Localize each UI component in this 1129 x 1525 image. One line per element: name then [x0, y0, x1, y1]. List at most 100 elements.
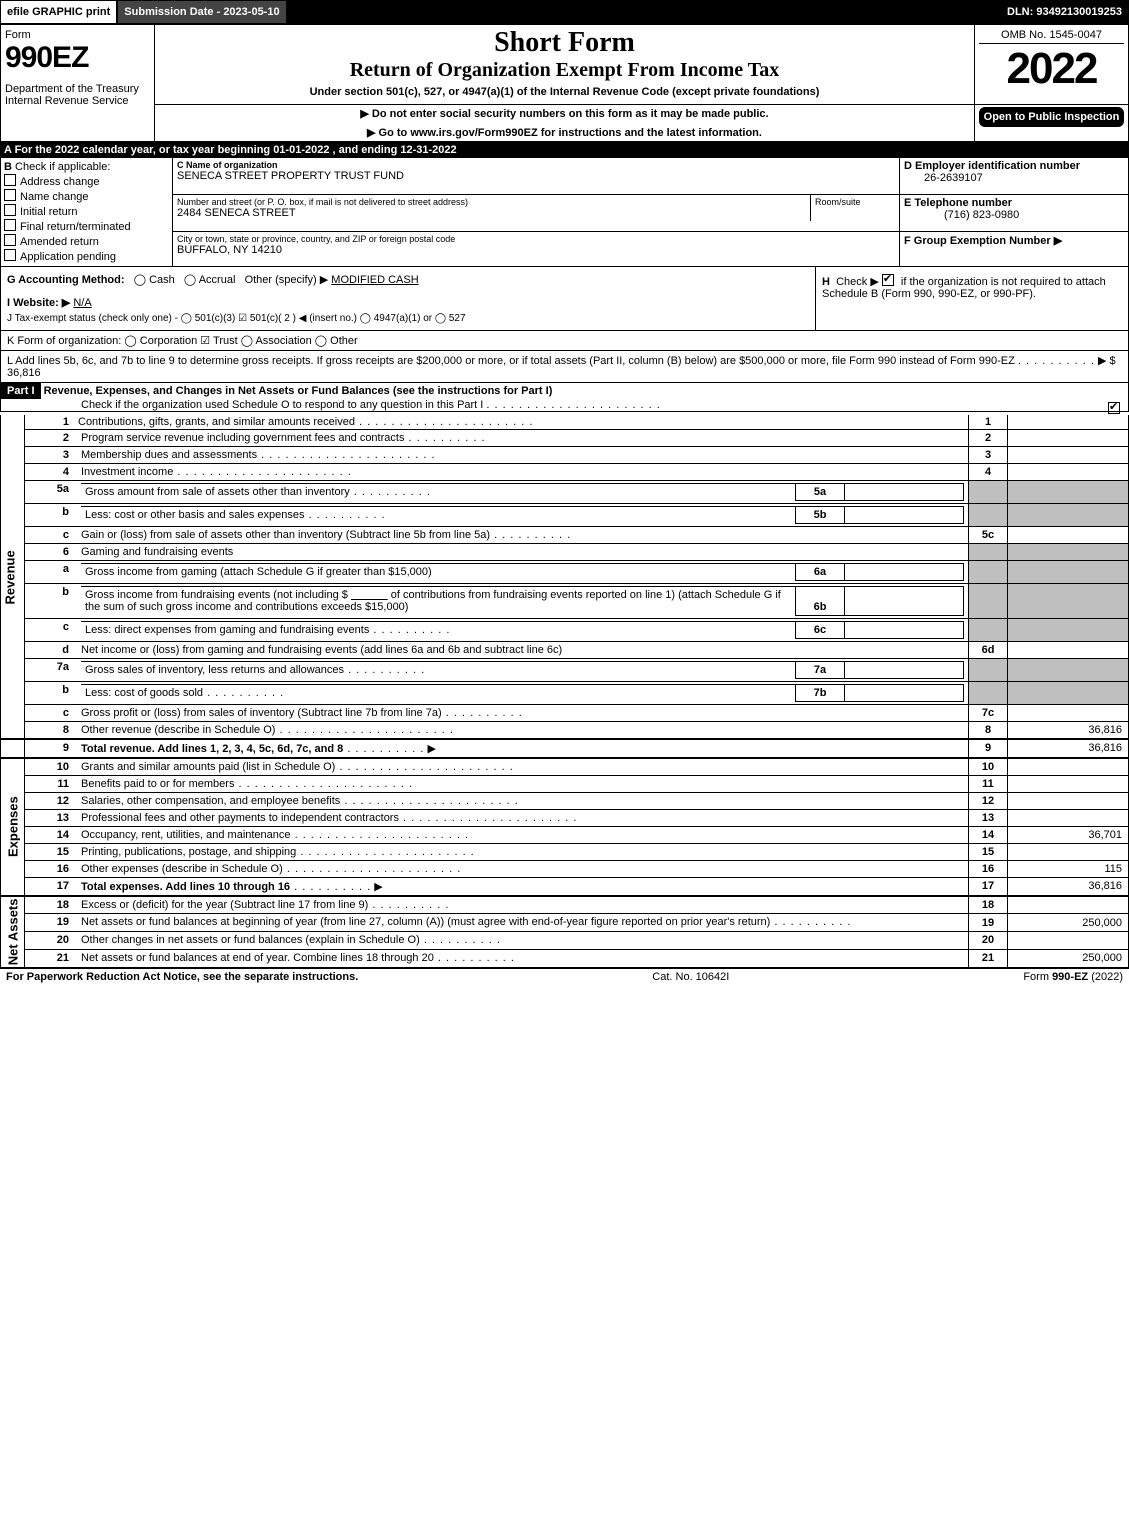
ln-6b: b — [25, 584, 78, 619]
box-7a-g — [969, 658, 1008, 681]
sb-7a: 7a — [796, 661, 845, 678]
dln: DLN: 93492130019253 — [1001, 1, 1128, 23]
chk-amended[interactable] — [4, 234, 16, 246]
sv-7a — [845, 661, 964, 678]
sb-6a: 6a — [796, 564, 845, 581]
ln-8: 8 — [25, 721, 78, 739]
chk-pending[interactable] — [4, 249, 16, 261]
side-rev-end — [1, 739, 25, 758]
j-line: J Tax-exempt status (check only one) - ◯… — [7, 313, 809, 324]
omb-no: OMB No. 1545-0047 — [979, 27, 1124, 44]
t-16: Other expenses (describe in Schedule O) — [81, 863, 283, 875]
form-word: Form — [5, 29, 150, 41]
sb-5a: 5a — [796, 484, 845, 501]
footer-mid: Cat. No. 10642I — [652, 971, 729, 983]
ln-2: 2 — [25, 430, 78, 447]
ar-9: ▶ — [427, 743, 435, 755]
sb-5b: 5b — [796, 507, 845, 524]
city-label: City or town, state or province, country… — [177, 234, 895, 244]
ln-14: 14 — [25, 826, 78, 843]
box-5a-g — [969, 481, 1008, 504]
ln-6d: d — [25, 641, 78, 658]
ln-11: 11 — [25, 775, 78, 792]
t-21: Net assets or fund balances at end of ye… — [81, 952, 434, 964]
chk-schedule-o[interactable] — [1108, 402, 1120, 414]
sv-5b — [845, 507, 964, 524]
g-cash: Cash — [149, 274, 175, 286]
ln-16: 16 — [25, 860, 78, 877]
t-10: Grants and similar amounts paid (list in… — [81, 761, 335, 773]
t-8: Other revenue (describe in Schedule O) — [81, 724, 275, 736]
v-20 — [1008, 932, 1129, 950]
v-21: 250,000 — [1008, 950, 1129, 968]
chk-final[interactable] — [4, 219, 16, 231]
tax-year: 2022 — [979, 44, 1124, 94]
ssn-warning: ▶ Do not enter social security numbers o… — [163, 107, 966, 120]
open-inspection: Open to Public Inspection — [979, 107, 1124, 127]
v-18 — [1008, 896, 1129, 914]
efile-label: efile GRAPHIC print — [1, 1, 116, 23]
addr-label: Number and street (or P. O. box, if mail… — [177, 197, 806, 207]
dept-label: Department of the Treasury Internal Reve… — [5, 83, 150, 107]
submission-date: Submission Date - 2023-05-10 — [116, 1, 287, 23]
sb-7b: 7b — [796, 684, 845, 701]
chk-name-change[interactable] — [4, 189, 16, 201]
box-6d: 6d — [969, 641, 1008, 658]
ln-21: 21 — [25, 950, 78, 968]
ghij-block: G Accounting Method: ◯ Cash ◯ Accrual Ot… — [0, 267, 1129, 331]
sv-7b — [845, 684, 964, 701]
ln-15: 15 — [25, 843, 78, 860]
t-6d: Net income or (loss) from gaming and fun… — [81, 644, 562, 656]
side-revenue: Revenue — [1, 415, 25, 739]
box-2: 2 — [969, 430, 1008, 447]
d-label: D Employer identification number — [904, 160, 1080, 172]
side-expenses: Expenses — [1, 758, 25, 896]
t-6: Gaming and fundraising events — [77, 544, 969, 561]
sb-6b: 6b — [796, 587, 845, 616]
t-11: Benefits paid to or for members — [81, 778, 234, 790]
v-4 — [1008, 464, 1129, 481]
opt-pending: Application pending — [20, 251, 116, 263]
goto-link[interactable]: ▶ Go to www.irs.gov/Form990EZ for instru… — [163, 126, 966, 139]
opt-final: Final return/terminated — [20, 221, 131, 233]
t-6c: Less: direct expenses from gaming and fu… — [85, 624, 369, 636]
ln-5c: c — [25, 527, 78, 544]
t-13: Professional fees and other payments to … — [81, 812, 399, 824]
v-6b-g — [1008, 584, 1129, 619]
box-21: 21 — [969, 950, 1008, 968]
t-17: Total expenses. Add lines 10 through 16 — [81, 881, 290, 893]
room-suite: Room/suite — [811, 195, 900, 221]
box-5c: 5c — [969, 527, 1008, 544]
box-9: 9 — [969, 739, 1008, 758]
ln-1: 1 — [25, 415, 78, 430]
v-5a-g — [1008, 481, 1129, 504]
b-text: Check if applicable: — [15, 161, 110, 173]
box-10: 10 — [969, 758, 1008, 776]
chk-initial[interactable] — [4, 204, 16, 216]
ln-7a: 7a — [25, 658, 78, 681]
chk-h[interactable] — [882, 274, 894, 286]
k-line: K Form of organization: ◯ Corporation ☑ … — [0, 331, 1129, 351]
ln-12: 12 — [25, 792, 78, 809]
ln-4: 4 — [25, 464, 78, 481]
entity-block: B Check if applicable: Address change Na… — [0, 158, 1129, 267]
l-text: L Add lines 5b, 6c, and 7b to line 9 to … — [7, 355, 1015, 367]
v-3 — [1008, 447, 1129, 464]
part-i-check-text: Check if the organization used Schedule … — [81, 399, 483, 411]
box-18: 18 — [969, 896, 1008, 914]
t-6b1: Gross income from fundraising events (no… — [85, 589, 348, 601]
sv-6a — [845, 564, 964, 581]
website: N/A — [73, 297, 91, 309]
ln-18: 18 — [25, 896, 78, 914]
sv-6c — [845, 621, 964, 638]
h-check: Check ▶ — [836, 276, 879, 288]
ln-5a: 5a — [25, 481, 78, 504]
sv-5a — [845, 484, 964, 501]
t-9: Total revenue. Add lines 1, 2, 3, 4, 5c,… — [81, 743, 343, 755]
t-7b: Less: cost of goods sold — [85, 687, 203, 699]
chk-address-change[interactable] — [4, 174, 16, 186]
box-6a-g — [969, 561, 1008, 584]
g-other: Other (specify) ▶ — [245, 274, 329, 286]
sb-6c: 6c — [796, 621, 845, 638]
t-4: Investment income — [81, 466, 173, 478]
